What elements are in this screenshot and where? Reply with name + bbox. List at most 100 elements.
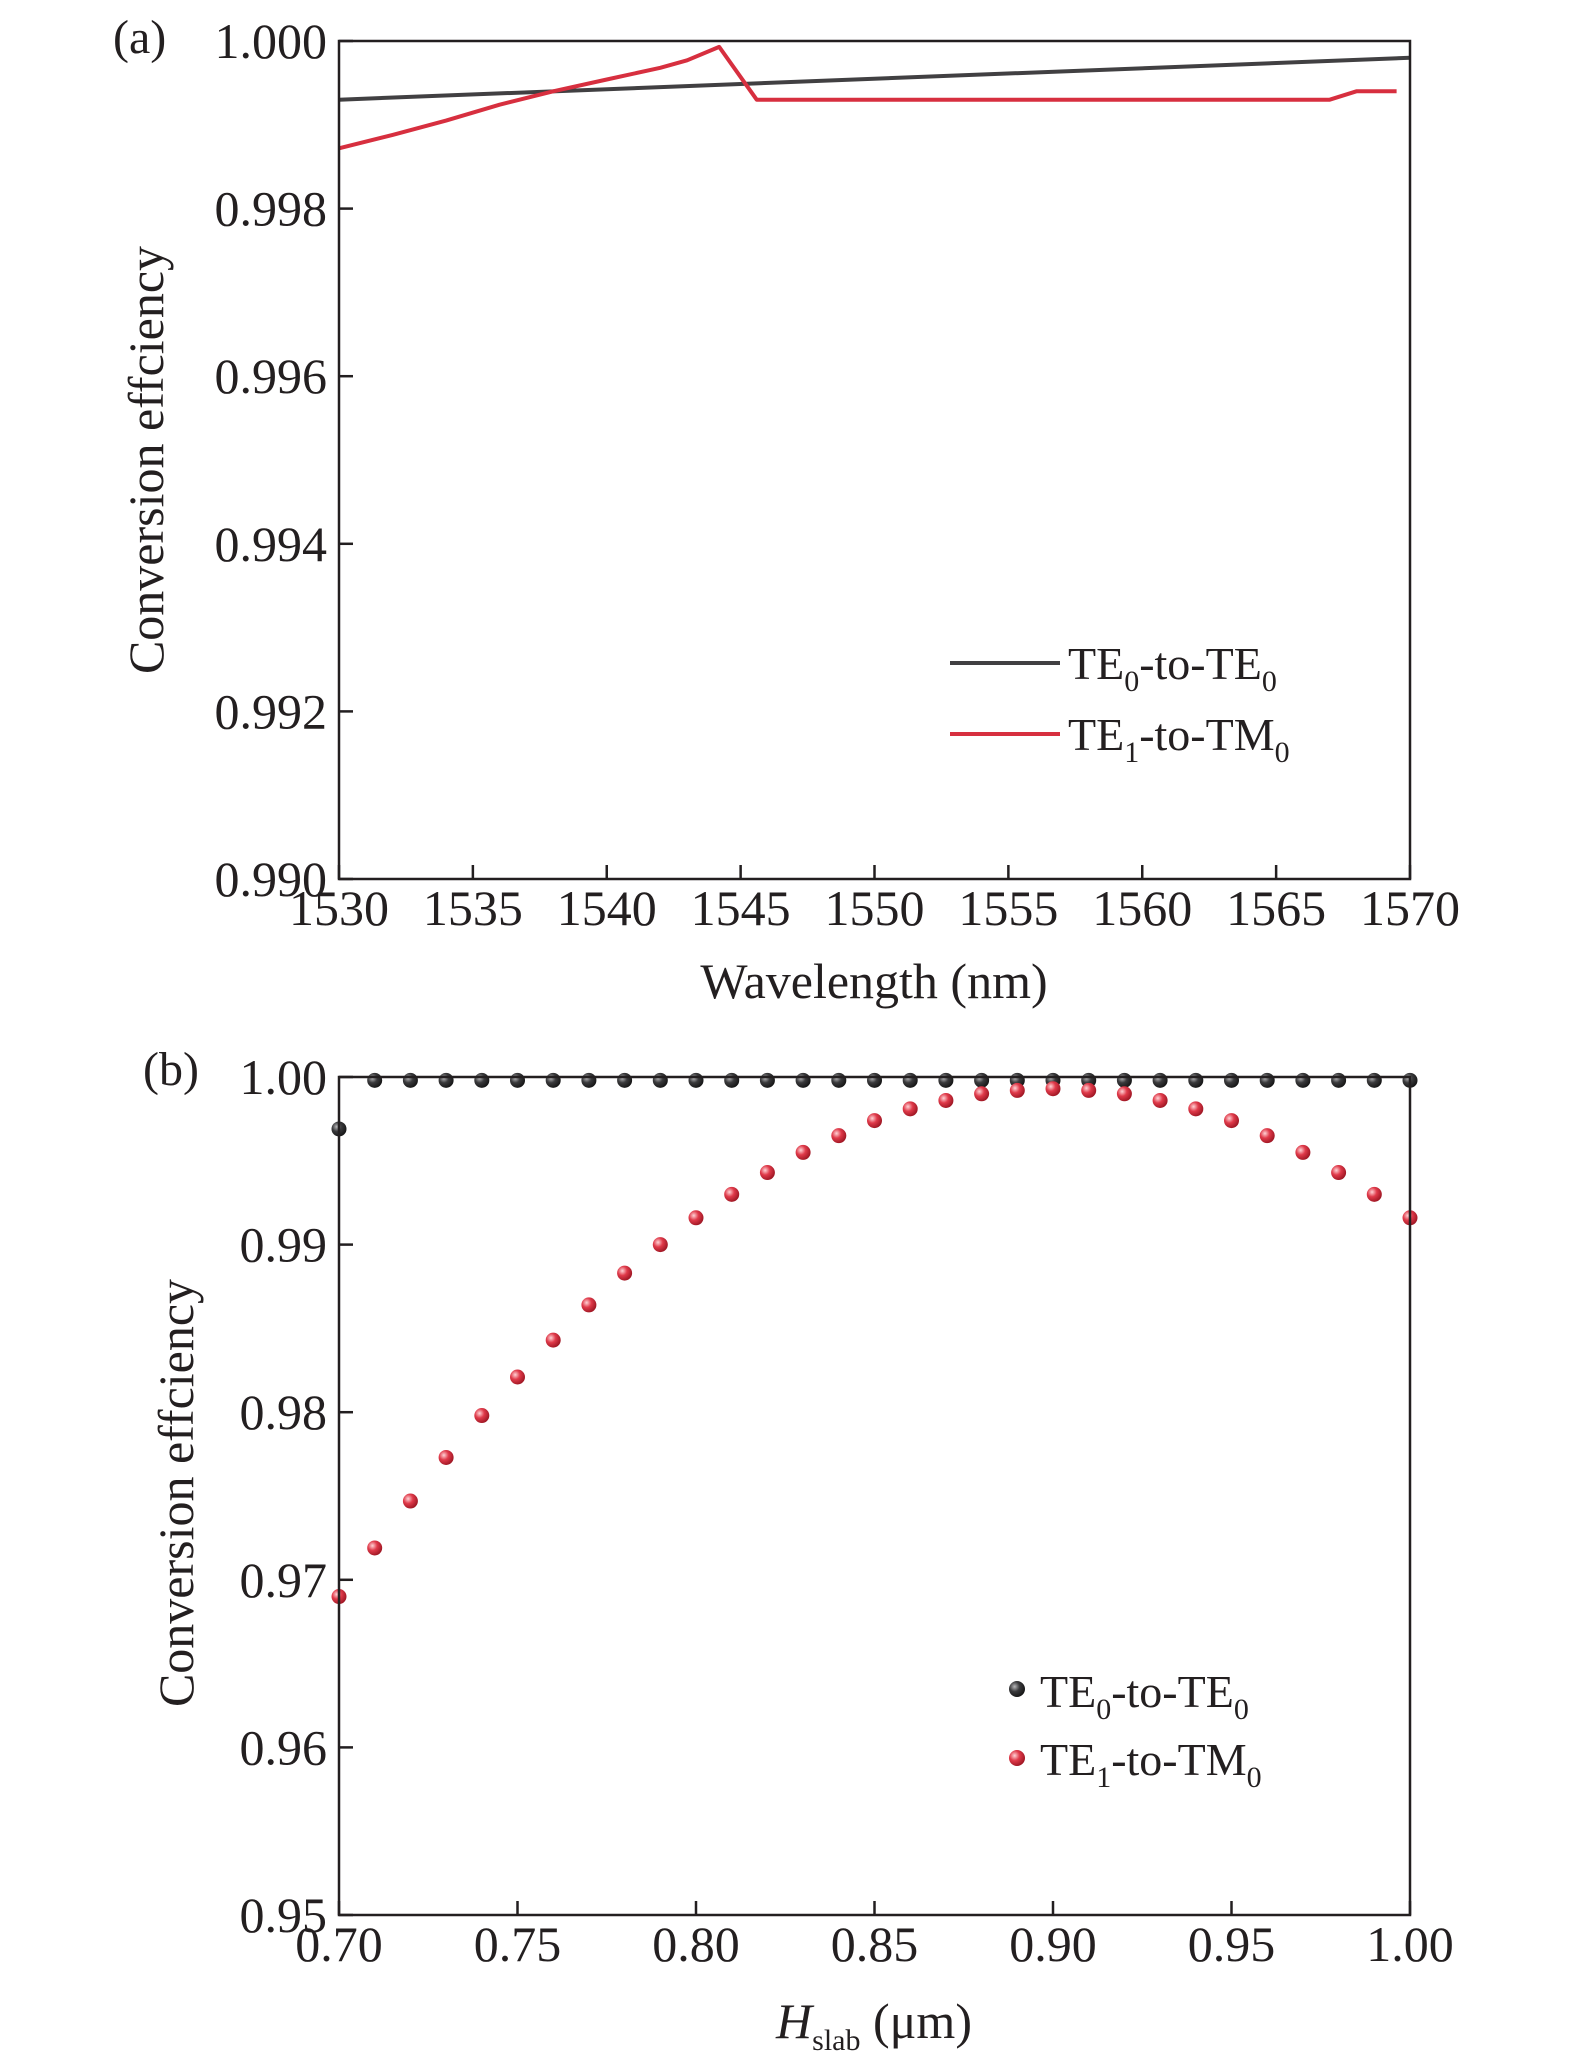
series-line-te1-to-tm0 [338,44,1397,151]
x-tick-label: 1550 [825,880,925,936]
data-point-te1-to-tm0 [1188,1101,1204,1117]
data-point-te1-to-tm0 [1045,1081,1061,1097]
y-tick-label: 0.994 [215,516,328,572]
panel-a-y-tick-labels: 0.990 0.992 0.994 0.996 0.998 1.000 [215,13,328,907]
legend-base: TE [1068,709,1124,760]
x-tick-label: 0.90 [1009,1916,1097,1972]
panel-b-legend-marker-te1 [1009,1750,1025,1766]
data-point-te0-to-te0 [1259,1072,1275,1088]
y-tick-label: 0.998 [215,181,328,237]
data-point-te0-to-te0 [545,1072,561,1088]
legend-mid: -to-TE [1139,638,1262,689]
panel-b: (b) 0.70 0.75 0.80 0.85 0.90 0.95 1.00 0.950.9… [143,1043,1454,2057]
x-axis-subscript: slab [812,2024,860,2057]
data-point-te1-to-tm0 [617,1265,633,1281]
legend-subscript: 1 [1096,1761,1111,1794]
data-point-te1-to-tm0 [902,1101,918,1117]
data-point-te1-to-tm0 [1259,1128,1275,1144]
panel-a-legend-label-te0: TE0-to-TE0 [1068,638,1277,698]
x-tick-label: 1545 [691,880,791,936]
x-tick-label: 0.80 [652,1916,740,1972]
data-point-te0-to-te0 [1331,1072,1347,1088]
data-point-te1-to-tm0 [581,1297,597,1313]
panel-a-x-tick-labels: 1530 1535 1540 1545 1550 1555 1560 1565 1570 [289,880,1460,936]
data-point-te0-to-te0 [795,1072,811,1088]
data-point-te0-to-te0 [1116,1072,1132,1088]
panel-a-plot-frame [337,39,1412,881]
x-tick-label: 1560 [1092,880,1192,936]
data-point-te1-to-tm0 [688,1210,704,1226]
data-point-te0-to-te0 [831,1072,847,1088]
data-point-te0-to-te0 [510,1072,525,1088]
data-point-te0-to-te0 [938,1072,954,1088]
panel-a-grid-ticks [337,39,1412,881]
y-tick-label: 0.98 [240,1384,328,1440]
y-tick-label: 0.96 [240,1719,328,1775]
panel-b-y-tick-labels: 0.95 0.96 0.97 0.98 0.99 1.00 [240,1049,328,1943]
panel-b-x-tick-labels: 0.70 0.75 0.80 0.85 0.90 0.95 1.00 [295,1916,1454,1972]
y-tick-label: 0.990 [215,851,328,907]
data-point-te1-to-tm0 [724,1186,740,1202]
legend-mid: -to-TM [1111,1734,1246,1785]
data-point-te1-to-tm0 [1116,1086,1132,1102]
data-point-te1-to-tm0 [974,1086,990,1102]
legend-subscript: 0 [1234,1693,1249,1726]
y-tick-label: 0.996 [215,348,328,404]
panel-a-legend-label-te1: TE1-to-TM0 [1068,709,1290,769]
data-point-te1-to-tm0 [1366,1186,1382,1202]
data-point-te0-to-te0 [474,1072,490,1088]
x-tick-label: 1530 [289,880,389,936]
data-point-te1-to-tm0 [545,1332,561,1348]
data-point-te0-to-te0 [438,1072,454,1088]
data-point-te1-to-tm0 [831,1128,847,1144]
legend-base: TE [1068,638,1124,689]
data-point-te0-to-te0 [1295,1072,1311,1088]
y-tick-label: 0.99 [240,1217,328,1273]
y-tick-label: 0.992 [215,683,328,739]
x-tick-label: 0.85 [831,1916,919,1972]
legend-base: TE [1040,1666,1096,1717]
panel-a-label: (a) [113,11,166,64]
panel-a-legend: TE0-to-TE0 TE1-to-TM0 [950,638,1290,769]
x-axis-unit: (μm) [860,1993,972,2049]
data-point-te1-to-tm0 [867,1113,882,1129]
panel-b-series [331,1072,1418,1605]
data-point-te1-to-tm0 [367,1540,383,1556]
legend-mid: -to-TE [1111,1666,1234,1717]
x-tick-label: 0.70 [295,1916,383,1972]
panel-a-series [338,44,1411,151]
data-point-te1-to-tm0 [759,1165,775,1181]
legend-subscript: 0 [1124,665,1139,698]
data-point-te0-to-te0 [652,1072,668,1088]
panel-b-label: (b) [143,1043,199,1096]
y-tick-label: 0.95 [240,1887,328,1943]
x-axis-symbol: H [775,1993,815,2049]
data-point-te1-to-tm0 [510,1369,525,1385]
panel-b-x-axis-title: Hslab (μm) [775,1993,972,2057]
data-point-te0-to-te0 [367,1072,383,1088]
panel-b-y-axis-title: Conversion effciency [148,1279,204,1707]
data-point-te1-to-tm0 [1152,1092,1168,1108]
data-point-te1-to-tm0 [402,1493,418,1509]
x-tick-label: 1555 [958,880,1058,936]
panel-b-legend-label-te0: TE0-to-TE0 [1040,1666,1249,1726]
legend-mid: -to-TM [1139,709,1274,760]
data-point-te1-to-tm0 [652,1237,668,1253]
legend-base: TE [1040,1734,1096,1785]
data-point-te0-to-te0 [1188,1072,1204,1088]
data-point-te0-to-te0 [581,1072,597,1088]
data-point-te1-to-tm0 [795,1144,811,1160]
data-point-te0-to-te0 [724,1072,740,1088]
y-tick-label: 1.000 [215,13,328,69]
legend-subscript: 0 [1275,736,1290,769]
data-point-te1-to-tm0 [1081,1082,1097,1098]
x-tick-label: 1570 [1360,880,1460,936]
x-tick-label: 0.75 [474,1916,562,1972]
data-point-te0-to-te0 [1152,1072,1168,1088]
x-tick-label: 0.95 [1188,1916,1276,1972]
legend-subscript: 0 [1096,1693,1111,1726]
data-point-te0-to-te0 [402,1072,418,1088]
data-point-te0-to-te0 [759,1072,775,1088]
series-line-te0-to-te0 [338,55,1411,102]
data-point-te0-to-te0 [617,1072,633,1088]
